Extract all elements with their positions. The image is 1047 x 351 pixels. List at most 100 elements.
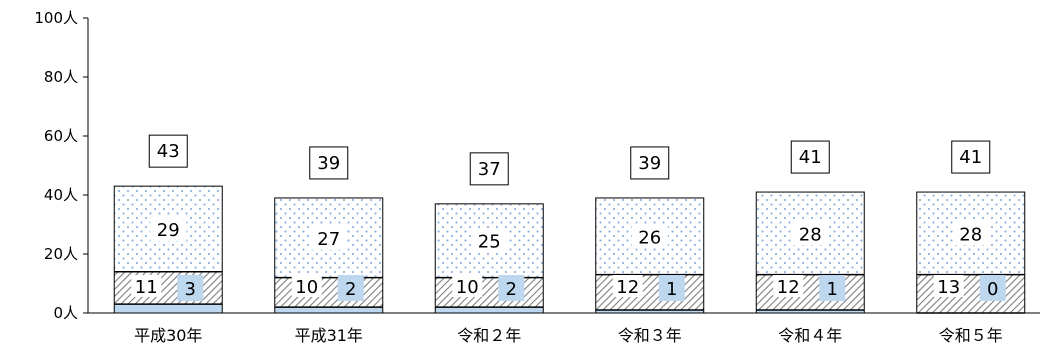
data-label-series2: 28 (792, 221, 829, 246)
data-label-series0-text: 1 (666, 279, 677, 300)
data-label-series0-text: 1 (827, 279, 838, 300)
data-label-series0-text: 0 (987, 279, 998, 300)
total-label-box (309, 146, 349, 180)
data-label-series0: 2 (337, 275, 364, 301)
total-label: 37 (469, 152, 509, 186)
data-label-series2-text: 29 (157, 220, 180, 241)
data-label-series0-bg (177, 275, 204, 301)
data-label-series1-bg (452, 275, 483, 297)
total-label-text: 41 (959, 147, 982, 168)
y-tick-label: 100人 (34, 9, 78, 27)
total-label-text: 41 (799, 147, 822, 168)
total-label: 41 (951, 140, 991, 174)
data-label-series1-bg (773, 275, 804, 297)
x-category-label: 平成31年 (295, 326, 363, 345)
bar-segment-1 (595, 274, 704, 311)
data-label-series0-text: 2 (345, 279, 356, 300)
data-label-series2-bg (150, 216, 187, 241)
total-label-box (630, 146, 670, 180)
data-labels: 29 11 3 43 27 10 2 39 25 10 2 37 26 12 1 39 28 12 1 41 28 13 0… (131, 134, 1006, 301)
total-label-box (951, 140, 991, 174)
y-tick-label: 80人 (44, 68, 78, 86)
data-label-series2: 29 (150, 216, 187, 241)
data-label-series1-bg (131, 275, 162, 297)
total-label-text: 39 (638, 153, 661, 174)
data-label-series2-text: 27 (317, 229, 340, 250)
data-label-series0-bg (498, 275, 525, 301)
bar-segment-1 (114, 271, 223, 305)
data-label-series1: 11 (131, 275, 162, 298)
bars (113, 185, 1026, 314)
data-label-series1-text: 13 (937, 277, 960, 298)
data-label-series0-bg (658, 275, 685, 301)
data-label-series0: 1 (819, 275, 846, 301)
bar-segment-0 (435, 307, 544, 313)
data-label-series0: 2 (498, 275, 525, 301)
bar-segment-0 (756, 310, 865, 313)
data-label-series0-bg (819, 275, 846, 301)
data-label-series0-bg (979, 275, 1006, 301)
total-label-box (469, 152, 509, 186)
data-label-series1-bg (291, 275, 322, 297)
data-label-series0: 3 (177, 275, 204, 301)
x-category-label: 令和３年 (618, 326, 682, 345)
total-label-text: 43 (157, 141, 180, 162)
data-label-series1-bg (933, 275, 964, 297)
bar-segment-0 (114, 304, 223, 313)
bar-segment-1 (756, 274, 865, 311)
data-label-series0-text: 2 (506, 279, 517, 300)
total-label: 39 (630, 146, 670, 180)
total-label-box (790, 140, 830, 174)
total-label: 43 (148, 134, 188, 168)
data-label-series2-bg (792, 221, 829, 246)
x-category-label: 令和２年 (457, 326, 521, 345)
data-label-series1: 13 (933, 275, 964, 298)
bar-segment-1 (274, 277, 383, 308)
data-label-series0-bg (337, 275, 364, 301)
bar-segment-0 (595, 310, 704, 313)
data-label-series2: 26 (631, 224, 668, 249)
data-label-series2-bg (631, 224, 668, 249)
bar-segment-1 (916, 274, 1025, 313)
data-label-series0-text: 3 (185, 279, 196, 300)
y-tick-label: 20人 (44, 245, 78, 263)
data-label-series2: 25 (471, 228, 508, 253)
data-label-series2-bg (471, 228, 508, 253)
data-label-series1: 10 (452, 275, 483, 298)
data-label-series2-text: 26 (638, 227, 661, 248)
x-category-label: 令和５年 (939, 326, 1003, 345)
data-label-series1-text: 11 (135, 277, 158, 298)
x-axis: 平成30年 平成31年 令和２年 令和３年 令和４年 令和５年 (88, 312, 1040, 345)
data-label-series2-text: 25 (478, 232, 501, 253)
total-label-text: 37 (478, 159, 501, 180)
data-label-series1: 12 (773, 275, 804, 298)
data-label-series1-text: 10 (456, 277, 479, 298)
data-label-series2-bg (952, 221, 989, 246)
data-label-series1-text: 12 (777, 277, 800, 298)
data-label-series1: 10 (291, 275, 322, 298)
bar-segment-0 (274, 307, 383, 313)
data-label-series0: 0 (979, 275, 1006, 301)
total-label-text: 39 (317, 153, 340, 174)
bar-segment-1 (435, 277, 544, 308)
total-label: 41 (790, 140, 830, 174)
x-category-label: 令和４年 (778, 326, 842, 345)
data-label-series1: 12 (612, 275, 643, 298)
data-label-series2-bg (310, 225, 347, 250)
data-label-series2: 28 (952, 221, 989, 246)
data-label-series2: 27 (310, 225, 347, 250)
data-label-series2-text: 28 (959, 224, 982, 245)
y-axis: 0人 20人 40人 60人 80人 100人 (34, 9, 89, 322)
y-tick-label: 0人 (53, 304, 78, 322)
y-tick-label: 60人 (44, 127, 78, 145)
data-label-series0: 1 (658, 275, 685, 301)
total-label: 39 (309, 146, 349, 180)
y-tick-label: 40人 (44, 186, 78, 204)
total-label-box (148, 134, 188, 168)
data-label-series1-text: 10 (295, 277, 318, 298)
x-category-label: 平成30年 (134, 326, 202, 345)
data-label-series1-bg (612, 275, 643, 297)
data-label-series1-text: 12 (616, 277, 639, 298)
data-label-series2-text: 28 (799, 224, 822, 245)
